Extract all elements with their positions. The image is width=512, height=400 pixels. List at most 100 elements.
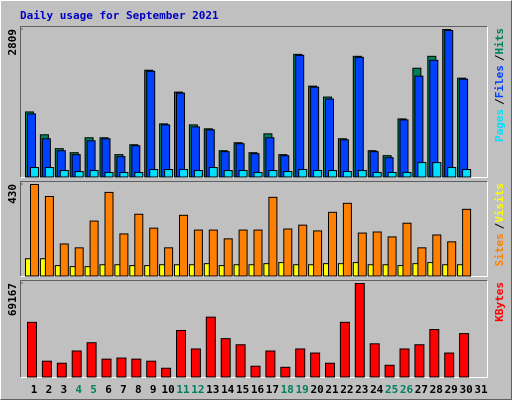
x-tick-label: 24 [370, 383, 384, 396]
x-tick-label: 2 [46, 383, 53, 396]
x-tick-label: 30 [459, 383, 472, 396]
bar [44, 167, 54, 178]
bar [432, 234, 442, 277]
x-tick-label: 19 [296, 383, 309, 396]
bar [161, 367, 172, 378]
bar [298, 224, 308, 277]
bar [179, 169, 188, 178]
bar [164, 247, 174, 277]
bar [265, 350, 276, 378]
bar [89, 220, 99, 277]
x-tick-label: 5 [90, 383, 97, 396]
x-tick-label: 17 [266, 383, 279, 396]
legend-entry: Visits [493, 183, 506, 223]
bar [146, 360, 157, 378]
legend-entry: Files [493, 65, 506, 98]
legend-separator: / [493, 98, 506, 105]
bar [253, 229, 263, 277]
bar [459, 333, 470, 378]
bar [134, 213, 144, 277]
bar [417, 247, 427, 277]
bar [101, 138, 111, 178]
bar [149, 227, 159, 277]
bar [71, 350, 82, 378]
bar [59, 170, 69, 178]
bar [387, 172, 397, 178]
bar [30, 167, 39, 178]
bar [164, 169, 174, 178]
bar [134, 172, 144, 178]
x-tick-label: 13 [206, 383, 219, 396]
x-tick-label: 28 [430, 383, 443, 396]
bar [328, 170, 337, 178]
bar [402, 222, 412, 277]
bar [56, 362, 67, 378]
bar [432, 162, 442, 178]
bar [444, 30, 454, 178]
bar [459, 78, 469, 178]
bar [74, 247, 84, 277]
bar [342, 202, 352, 277]
bar [27, 321, 37, 378]
bar [414, 75, 424, 178]
bar [89, 170, 99, 178]
bar [384, 364, 395, 378]
bar [190, 126, 200, 178]
bar [295, 54, 305, 178]
x-tick-label: 9 [150, 383, 157, 396]
bar [354, 283, 365, 378]
bar [462, 208, 472, 277]
bar [193, 229, 203, 277]
bar [462, 169, 472, 178]
bar [116, 357, 127, 378]
bar [223, 238, 233, 277]
bar [444, 352, 455, 378]
panel-border-dark [20, 26, 488, 178]
bar [41, 360, 52, 378]
bar [447, 241, 457, 277]
x-tick-label: 16 [251, 383, 265, 396]
bar [131, 358, 142, 378]
bar [176, 329, 186, 378]
bar [328, 211, 337, 277]
bar [354, 56, 364, 178]
bar [205, 316, 216, 378]
x-tick-label: 6 [105, 383, 112, 396]
bar [44, 195, 54, 277]
legend-entry: Pages [493, 109, 506, 142]
x-tick-label: 26 [400, 383, 414, 396]
y-tick-label: 2809 [6, 29, 19, 56]
bar [104, 172, 114, 178]
bar [325, 98, 334, 178]
bar [193, 170, 203, 178]
bar [253, 172, 263, 178]
bar [339, 321, 350, 378]
bar [30, 184, 39, 277]
bar [176, 92, 185, 178]
bar [313, 170, 323, 178]
panel-border-dark [20, 181, 488, 277]
panel-border-light [20, 181, 488, 277]
bar [372, 172, 382, 178]
bar [119, 233, 129, 277]
bar [414, 344, 425, 378]
x-tick-label: 4 [75, 383, 82, 396]
panel-border-light [20, 280, 488, 378]
x-tick-label: 14 [221, 383, 235, 396]
chart-title: Daily usage for September 2021 [20, 9, 219, 22]
bar [313, 230, 323, 277]
bar [357, 170, 367, 178]
x-tick-label: 22 [340, 383, 353, 396]
x-tick-label: 25 [385, 383, 398, 396]
legend-entry: Sites [493, 233, 506, 266]
bar [387, 236, 397, 277]
bar [283, 171, 293, 178]
bar [280, 366, 291, 378]
bar [268, 196, 278, 277]
bar [223, 170, 233, 178]
bar [59, 243, 69, 277]
bar [295, 348, 306, 378]
x-tick-label: 1 [31, 383, 38, 396]
